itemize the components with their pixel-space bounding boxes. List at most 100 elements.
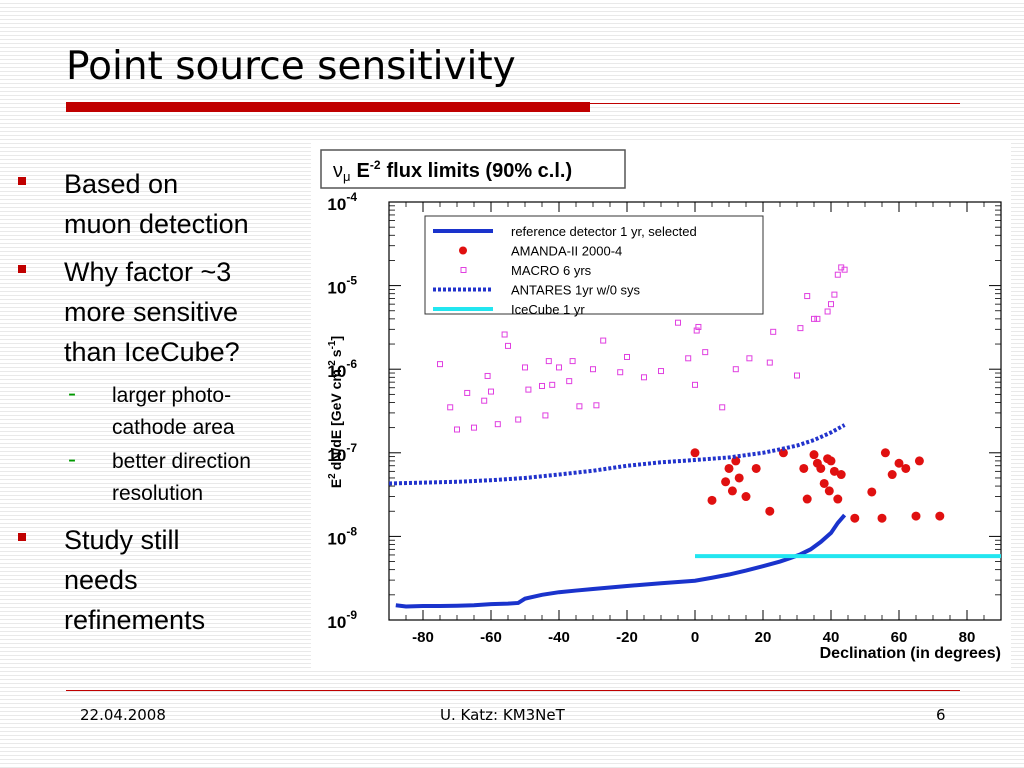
macro-point	[811, 315, 817, 322]
bullet-muon-detection: Based on muon detection	[14, 164, 314, 244]
chart-title-rest: flux limits (90% c.l.)	[387, 160, 573, 182]
x-tick-label: 20	[755, 629, 772, 646]
ylabel-sup-m1: -1	[327, 340, 338, 349]
legend-label: ANTARES 1yr w/0 sys	[511, 283, 641, 298]
macro-point	[501, 331, 508, 338]
legend: reference detector 1 yr, selected AMANDA-…	[433, 224, 697, 317]
y-tick-label: 10-8	[327, 524, 357, 548]
bullet-factor-three: Why factor ~3 more sensitive than IceCub…	[14, 252, 314, 372]
legend-label: MACRO 6 yrs	[511, 263, 592, 278]
amanda-point	[721, 477, 731, 487]
ylabel-sup-m2: -2	[327, 360, 338, 369]
legend-swatch-square	[460, 267, 467, 273]
sub-bullet-line: resolution	[112, 482, 204, 505]
page-title: Point source sensitivity	[66, 44, 516, 89]
macro-point	[797, 325, 804, 332]
macro-point	[494, 421, 501, 428]
macro-point	[576, 403, 583, 410]
amanda-point	[819, 478, 829, 488]
macro-point	[814, 315, 821, 322]
macro-point	[515, 416, 522, 423]
ylabel-sup-2: 2	[327, 473, 338, 479]
amanda-point	[734, 473, 744, 483]
y-tick-label: 10-9	[327, 608, 357, 632]
x-tick-label: -60	[480, 629, 502, 646]
bullet-square-icon	[18, 265, 26, 273]
macro-point	[834, 271, 841, 278]
series-line-3	[388, 423, 846, 486]
bullet-line: refinements	[64, 605, 206, 635]
macro-point	[841, 266, 848, 273]
sub-bullet-line: better direction	[112, 450, 251, 473]
amanda-point	[826, 456, 836, 466]
ylabel-end: ]	[328, 336, 344, 341]
title-underline-rule	[590, 103, 960, 104]
amanda-point	[751, 463, 761, 473]
y-tick-label: 10-4	[327, 190, 357, 214]
macro-point	[454, 426, 460, 433]
legend-label: reference detector 1 yr, selected	[511, 224, 697, 239]
macro-point	[794, 372, 800, 379]
macro-point	[831, 291, 838, 298]
chart-title-exp: -2	[370, 158, 381, 172]
y-tick-label: 10-6	[327, 357, 357, 381]
amanda-point	[887, 470, 897, 480]
macro-point	[770, 328, 777, 335]
sub-bullet-dash-icon: -	[68, 380, 76, 407]
macro-point	[766, 359, 773, 366]
amanda-point	[833, 494, 843, 504]
ylabel-mid: dN/dE [GeV cm	[328, 369, 344, 470]
macro-point	[732, 366, 739, 373]
footer-rule	[66, 690, 960, 691]
amanda-point	[829, 466, 839, 476]
bullet-line: muon detection	[64, 209, 249, 239]
macro-point	[641, 374, 647, 381]
amanda-point	[727, 486, 737, 496]
amanda-point	[867, 487, 877, 497]
amanda-point	[809, 450, 819, 460]
amanda-point	[765, 506, 775, 516]
chart-title-nu: ν	[333, 160, 343, 182]
bullet-line: needs	[64, 565, 138, 595]
chart-title: νμ E-2 flux limits (90% c.l.)	[333, 158, 572, 184]
x-tick-label: 40	[823, 629, 840, 646]
amanda-point	[877, 513, 887, 523]
x-axis-label: Declination (in degrees)	[820, 645, 1001, 662]
x-tick-label: -20	[616, 629, 638, 646]
amanda-point	[741, 492, 751, 502]
ticks-layer: -80 -60 -40 -20 0 20 40 60 80 10-9 10-8 10-7 10-6 10-…	[327, 190, 1002, 646]
amanda-point	[707, 495, 717, 505]
macro-point	[488, 388, 494, 395]
footer-date: 22.04.2008	[80, 706, 166, 724]
amanda-point	[824, 486, 834, 496]
macro-point	[624, 353, 630, 360]
macro-point	[522, 364, 528, 371]
macro-point	[481, 397, 488, 404]
macro-point	[593, 402, 600, 409]
macro-point	[545, 358, 552, 365]
amanda-point	[802, 494, 812, 504]
chart-svg: νμ E-2 flux limits (90% c.l.) -80 -60 -40 -20…	[320, 149, 1002, 662]
macro-point	[505, 342, 511, 349]
chart-title-mu: μ	[343, 169, 351, 184]
legend-label: AMANDA-II 2000-4	[511, 244, 622, 259]
macro-point	[542, 412, 549, 419]
flux-limits-chart: νμ E-2 flux limits (90% c.l.) -80 -60 -40 -20…	[311, 140, 1011, 670]
macro-point	[675, 319, 681, 326]
bullet-square-icon	[18, 533, 26, 541]
macro-point	[804, 293, 811, 300]
amanda-point	[850, 513, 860, 523]
legend-swatch-circle	[459, 246, 467, 255]
amanda-point	[836, 470, 846, 480]
y-tick-label: 10-5	[327, 274, 357, 298]
macro-point	[828, 301, 834, 308]
macro-point	[617, 369, 624, 376]
bullet-line: than IceCube?	[64, 337, 240, 367]
y-axis-label: E2 dN/dE [GeV cm-2 s-1]	[327, 336, 344, 488]
amanda-point	[901, 463, 911, 473]
macro-point	[658, 368, 664, 375]
bullet-line: more sensitive	[64, 297, 239, 327]
macro-point	[569, 358, 576, 365]
macro-point	[549, 381, 556, 388]
x-tick-label: -40	[548, 629, 570, 646]
